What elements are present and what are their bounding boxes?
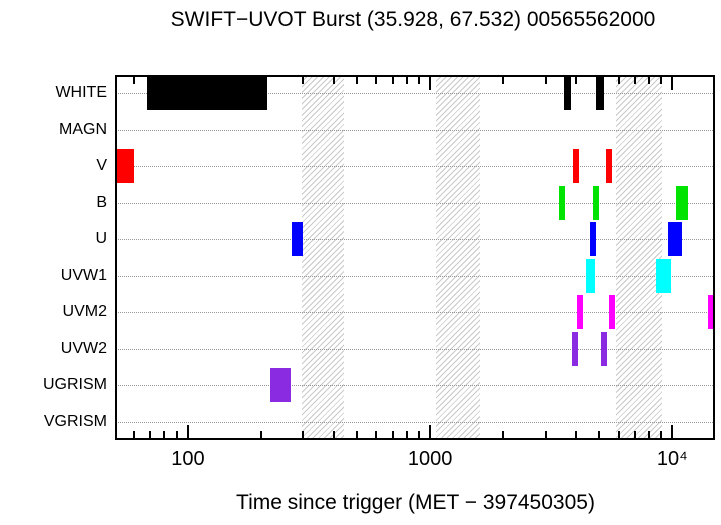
y-axis-label-magn: MAGN xyxy=(59,120,107,138)
x-axis-minor-tick xyxy=(418,431,421,438)
y-axis-label-ugrism: UGRISM xyxy=(43,376,107,394)
x-axis-minor-tick xyxy=(598,77,601,84)
exposure-bar-white xyxy=(596,76,605,111)
exposure-bar-uvm2 xyxy=(707,295,715,330)
x-axis-minor-tick xyxy=(574,77,577,84)
x-axis-major-tick xyxy=(186,425,189,438)
x-axis-minor-tick xyxy=(418,77,421,84)
x-axis-minor-tick xyxy=(647,77,650,84)
row-dotted-gridline xyxy=(115,312,715,314)
x-axis-minor-tick xyxy=(133,431,136,438)
x-axis-major-tick xyxy=(429,77,432,90)
y-axis-label-u: U xyxy=(95,230,107,248)
gap-hatch-band xyxy=(436,75,481,440)
gap-hatch-band xyxy=(301,75,345,440)
x-axis-minor-tick xyxy=(502,77,505,84)
chart-title: SWIFT−UVOT Burst (35.928, 67.532) 005655… xyxy=(170,8,656,31)
y-axis-label-vgrism: VGRISM xyxy=(43,412,107,430)
exposure-bar-v xyxy=(573,149,580,184)
row-dotted-gridline xyxy=(115,202,715,204)
x-axis-minor-tick xyxy=(598,431,601,438)
row-dotted-gridline xyxy=(115,93,715,95)
row-dotted-gridline xyxy=(115,129,715,131)
exposure-bar-uvw1 xyxy=(586,258,596,293)
x-axis-major-tick xyxy=(671,425,674,438)
x-axis-major-tick xyxy=(671,77,674,90)
x-axis-minor-tick xyxy=(375,431,378,438)
x-axis-minor-tick xyxy=(163,77,166,84)
x-axis-minor-tick xyxy=(149,431,152,438)
x-axis-minor-tick xyxy=(259,77,262,84)
x-tick-label: 1000 xyxy=(407,448,453,470)
y-axis-label-v: V xyxy=(96,157,107,175)
x-axis-minor-tick xyxy=(405,77,408,84)
x-axis-minor-tick xyxy=(302,77,305,84)
exposure-bar-b xyxy=(559,185,566,220)
x-axis-minor-tick xyxy=(660,431,663,438)
x-axis-minor-tick xyxy=(356,77,359,84)
exposure-bar-uvm2 xyxy=(577,295,584,330)
exposure-bar-uvw1 xyxy=(656,258,672,293)
x-axis-major-tick xyxy=(186,77,189,90)
x-axis-minor-tick xyxy=(617,431,620,438)
x-tick-label: 100 xyxy=(171,448,205,470)
x-axis-major-tick xyxy=(429,425,432,438)
x-axis-minor-tick xyxy=(544,431,547,438)
x-axis-minor-tick xyxy=(391,77,394,84)
y-axis-label-uvw2: UVW2 xyxy=(60,339,107,357)
row-dotted-gridline xyxy=(115,239,715,241)
exposure-bar-uvw2 xyxy=(572,331,579,366)
x-axis-minor-tick xyxy=(633,77,636,84)
x-axis-minor-tick xyxy=(405,431,408,438)
exposure-bar-uvw2 xyxy=(601,331,608,366)
x-axis-minor-tick xyxy=(633,431,636,438)
y-axis-label-uvm2: UVM2 xyxy=(62,303,107,321)
x-axis-minor-tick xyxy=(133,77,136,84)
x-axis-minor-tick xyxy=(375,77,378,84)
x-axis-minor-tick xyxy=(391,431,394,438)
exposure-bar-v xyxy=(117,149,135,184)
x-axis-minor-tick xyxy=(175,77,178,84)
x-axis-minor-tick xyxy=(175,431,178,438)
x-axis-minor-tick xyxy=(302,431,305,438)
x-axis-minor-tick xyxy=(149,77,152,84)
y-axis-label-b: B xyxy=(96,193,107,211)
row-dotted-gridline xyxy=(115,275,715,277)
exposure-bar-u xyxy=(292,222,303,257)
x-axis-minor-tick xyxy=(647,431,650,438)
x-axis-minor-tick xyxy=(502,431,505,438)
exposure-bar-b xyxy=(593,185,600,220)
row-dotted-gridline xyxy=(115,421,715,423)
x-axis-minor-tick xyxy=(163,431,166,438)
y-axis-label-uvw1: UVW1 xyxy=(60,266,107,284)
x-axis-minor-tick xyxy=(259,431,262,438)
x-axis-minor-tick xyxy=(332,431,335,438)
x-axis-minor-tick xyxy=(356,431,359,438)
exposure-bar-u xyxy=(668,222,683,257)
row-dotted-gridline xyxy=(115,166,715,168)
x-axis-minor-tick xyxy=(544,77,547,84)
exposure-bar-v xyxy=(606,149,613,184)
exposure-bar-white xyxy=(564,76,572,111)
x-axis-minor-tick xyxy=(574,431,577,438)
exposure-bar-b xyxy=(676,185,688,220)
x-axis-minor-tick xyxy=(332,77,335,84)
row-dotted-gridline xyxy=(115,348,715,350)
y-axis-label-white: WHITE xyxy=(55,84,107,102)
x-axis-label: Time since trigger (MET − 397450305) xyxy=(236,491,595,514)
exposure-bar-uvm2 xyxy=(609,295,616,330)
exposure-bar-ugrism xyxy=(269,368,291,403)
x-tick-label: 10⁴ xyxy=(656,448,688,470)
row-dotted-gridline xyxy=(115,385,715,387)
exposure-bar-white xyxy=(147,76,267,111)
exposure-bar-u xyxy=(590,222,597,257)
gap-hatch-band xyxy=(616,75,663,440)
x-axis-minor-tick xyxy=(617,77,620,84)
x-axis-minor-tick xyxy=(660,77,663,84)
